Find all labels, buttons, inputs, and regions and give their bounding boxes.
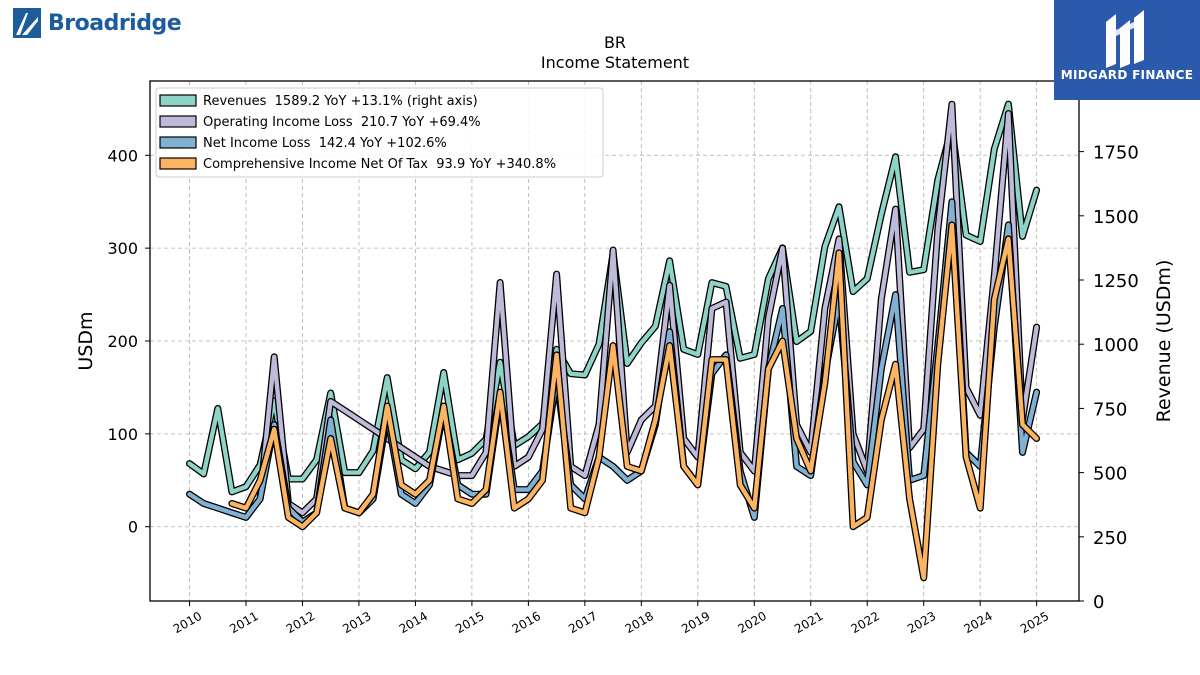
- legend: Revenues 1589.2 YoY +13.1% (right axis) …: [155, 87, 604, 178]
- legend-swatch-revenues: [159, 94, 197, 107]
- x-tick-label: 2019: [679, 609, 712, 636]
- legend-box: [155, 87, 604, 178]
- broadridge-mark-icon: [13, 8, 41, 38]
- midgard-m-icon: [1106, 10, 1144, 68]
- series-line-net-income: [187, 199, 1039, 525]
- x-tick-label: 2010: [171, 609, 204, 636]
- y-axis-label-right: Revenue (USDm): [1153, 260, 1175, 423]
- y-tick-label-right: 750: [1093, 399, 1127, 420]
- x-tick-label: 2013: [340, 609, 373, 636]
- x-tick-label: 2023: [905, 609, 938, 636]
- y-tick-label-right: 250: [1093, 528, 1127, 549]
- y-tick-label-left: 100: [107, 425, 138, 444]
- legend-swatch-operating-income: [159, 115, 197, 128]
- x-tick-label: 2020: [736, 609, 769, 636]
- broadridge-logo-text: Broadridge: [48, 10, 182, 36]
- legend-swatch-comprehensive-income: [159, 157, 197, 170]
- y-tick-label-right: 1250: [1093, 271, 1139, 292]
- x-tick-label: 2015: [453, 609, 486, 636]
- chart-subtitle: Income Statement: [541, 53, 689, 72]
- y-tick-label-right: 500: [1093, 464, 1127, 485]
- x-tick-label: 2021: [792, 609, 825, 636]
- midgard-logo-text: MIDGARD FINANCE: [1060, 68, 1194, 82]
- x-tick-label: 2017: [566, 609, 599, 636]
- y-axis-label-left: USDm: [75, 311, 97, 370]
- y-tick-label-left: 200: [107, 332, 138, 351]
- x-tick-label: 2018: [623, 609, 656, 636]
- x-tick-label: 2024: [961, 609, 994, 636]
- y-tick-label-right: 1750: [1093, 143, 1139, 164]
- legend-entry-revenues: Revenues 1589.2 YoY +13.1% (right axis): [203, 94, 478, 109]
- legend-entry-comprehensive-income: Comprehensive Income Net Of Tax 93.9 YoY…: [203, 157, 556, 172]
- chart-title: BR: [604, 33, 626, 52]
- x-tick-label: 2022: [848, 609, 881, 636]
- x-tick-label: 2011: [227, 609, 260, 636]
- x-tick-label: 2014: [397, 609, 430, 636]
- legend-entry-net-income: Net Income Loss 142.4 YoY +102.6%: [203, 136, 447, 151]
- legend-swatch-net-income: [159, 136, 197, 149]
- y-tick-label-right: 1500: [1093, 207, 1139, 228]
- broadridge-logo: Broadridge: [12, 6, 182, 40]
- y-tick-label-right: 0: [1093, 592, 1104, 613]
- y-tick-label-left: 0: [128, 518, 138, 537]
- y-tick-label-right: 1000: [1093, 335, 1139, 356]
- x-tick-label: 2025: [1018, 609, 1051, 636]
- y-tick-label-left: 300: [107, 239, 138, 258]
- x-tick-label: 2016: [510, 609, 543, 636]
- x-tick-label: 2012: [284, 609, 317, 636]
- y-tick-label-left: 400: [107, 146, 138, 165]
- legend-entry-operating-income: Operating Income Loss 210.7 YoY +69.4%: [203, 115, 481, 130]
- midgard-finance-logo: MIDGARD FINANCE: [1054, 0, 1200, 100]
- series-layer: [186, 100, 1041, 582]
- series-line-comprehensive-income: [229, 222, 1039, 580]
